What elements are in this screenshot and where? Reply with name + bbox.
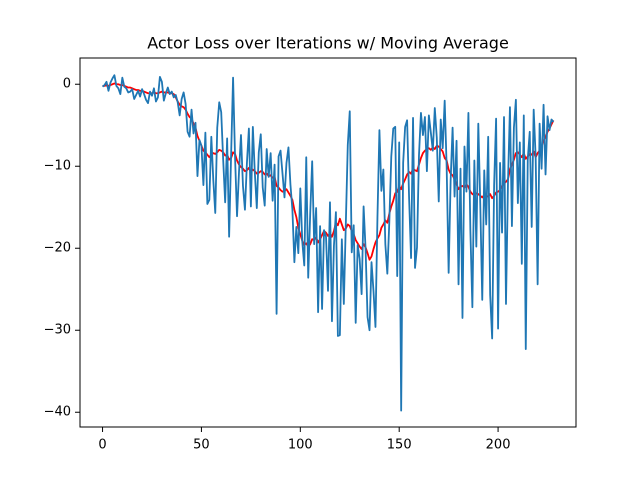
x-tick-label: 50: [193, 438, 210, 453]
x-tick-label: 200: [486, 438, 511, 453]
data-line: [102, 82, 555, 261]
chart-title: Actor Loss over Iterations w/ Moving Ave…: [147, 34, 509, 53]
plot-frame: [79, 57, 577, 428]
x-tick-label: 100: [288, 438, 313, 453]
y-tick-label: −20: [44, 241, 71, 256]
x-tick-label: 0: [98, 438, 106, 453]
y-tick-label: −10: [44, 159, 71, 174]
y-tick-label: −30: [44, 323, 71, 338]
y-tick-label: 0: [63, 77, 71, 92]
x-tick-label: 150: [387, 438, 412, 453]
y-tick-label: −40: [44, 405, 71, 420]
data-line: [101, 74, 555, 412]
